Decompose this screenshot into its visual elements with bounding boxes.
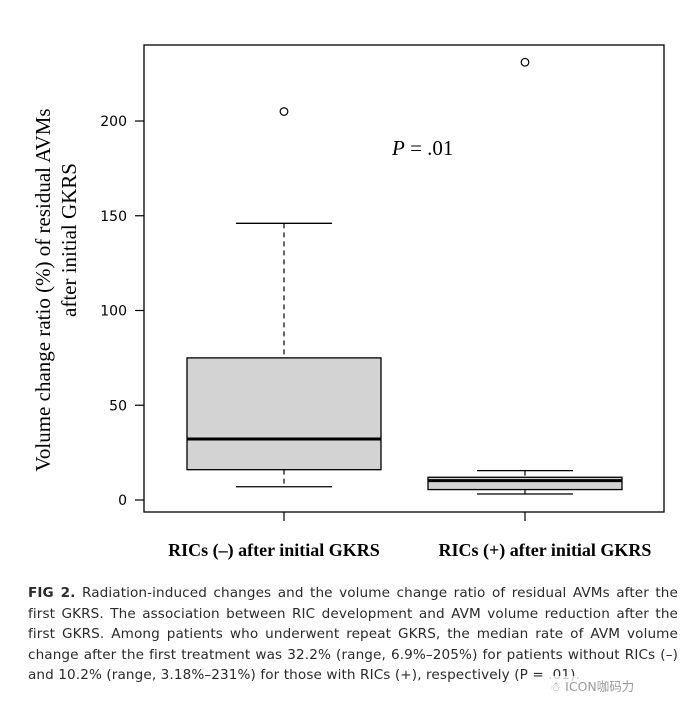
box-series <box>186 57 623 495</box>
interquartile-box <box>427 476 623 491</box>
y-tick-label: 150 <box>100 209 127 225</box>
y-axis-label-line-2: after initial GKRS <box>57 163 81 317</box>
y-tick-label: 50 <box>109 398 127 414</box>
figure-caption: FIG 2. Radiation-induced changes and the… <box>28 583 678 686</box>
caption-label: FIG 2. <box>28 585 76 601</box>
x-axis: RICs (–) after initial GKRS RICs (+) afte… <box>168 512 651 561</box>
p-value-annotation: P = .01 <box>391 136 453 160</box>
p-value-symbol: P <box>391 136 405 160</box>
box-group <box>427 57 623 495</box>
outlier-point <box>279 107 289 116</box>
box-plot-figure: 0 50 100 150 200 RICs (–) after initial GKRS… <box>31 44 665 561</box>
plot-frame <box>143 44 665 513</box>
box-group <box>186 107 382 488</box>
y-tick-label: 200 <box>100 114 127 130</box>
x-tick-label: RICs (+) after initial GKRS <box>439 540 652 561</box>
caption-text: Radiation-induced changes and the volume… <box>28 585 678 683</box>
y-axis: 0 50 100 150 200 <box>100 114 144 509</box>
y-tick-label: 0 <box>118 493 127 509</box>
outlier-point <box>520 57 530 67</box>
p-value-text: = .01 <box>405 136 454 160</box>
watermark: ☃ ICON咖码力 <box>548 676 637 695</box>
x-tick-label: RICs (–) after initial GKRS <box>168 540 380 561</box>
y-tick-label: 100 <box>100 304 127 320</box>
interquartile-box <box>186 357 382 471</box>
y-axis-label-line-1: Volume change ratio (%) of residual AVMs <box>31 108 55 471</box>
